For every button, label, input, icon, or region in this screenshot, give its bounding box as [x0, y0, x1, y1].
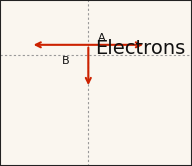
Text: A: A — [98, 33, 106, 43]
Text: B: B — [61, 56, 69, 66]
Text: Electrons: Electrons — [95, 39, 185, 58]
